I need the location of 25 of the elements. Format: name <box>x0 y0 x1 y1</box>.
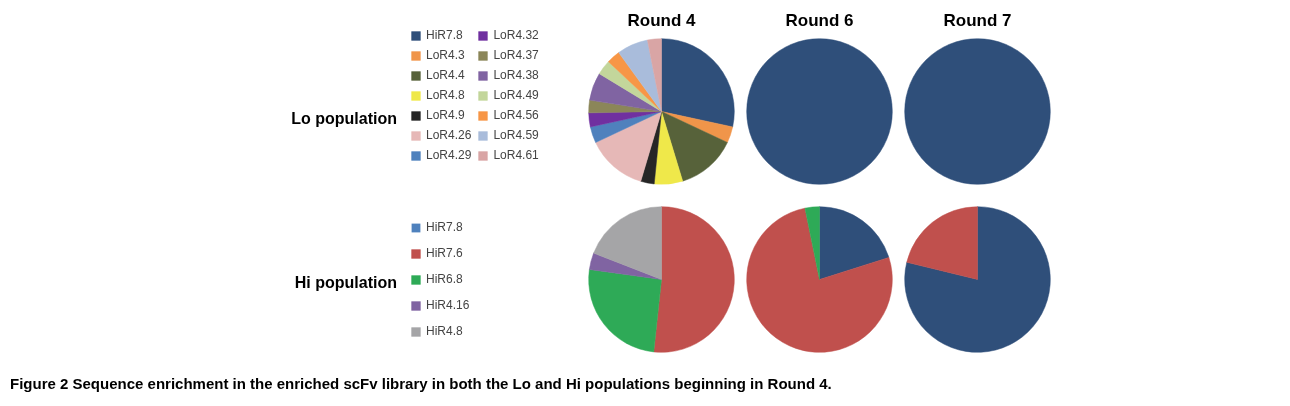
legend-label: LoR4.9 <box>426 108 465 122</box>
legend-label: HiR6.8 <box>426 272 463 286</box>
legend-label: LoR4.37 <box>493 48 539 62</box>
legend-label: LoR4.3 <box>426 48 465 62</box>
chart-title: Round 6 <box>785 10 854 30</box>
legend-label: LoR4.29 <box>426 148 472 162</box>
legend-label: LoR4.4 <box>426 68 465 82</box>
legend-label: HiR4.16 <box>426 298 470 312</box>
category-label: HiR7.8 <box>426 220 463 234</box>
text: Lo population <box>291 109 397 129</box>
legend-label: LoR4.59 <box>493 128 539 142</box>
legend-label: LoR4.38 <box>493 68 539 82</box>
legend-label: LoR4.56 <box>493 108 539 122</box>
text: Hi population <box>294 273 397 293</box>
legend-label: LoR4.26 <box>426 128 472 142</box>
caption: Figure 2 Sequence enrichment in the enriched scFv library in both the Lo and Hi populations beginning in Round 4. <box>10 374 832 394</box>
legend-label: HiR4.8 <box>426 324 463 338</box>
legend-label: LoR4.61 <box>493 148 539 162</box>
legend-label: HiR7.8 <box>426 28 463 42</box>
legend-label: HiR7.6 <box>426 246 463 260</box>
legend-label: LoR4.8 <box>426 88 465 102</box>
chart-title: Round 4 <box>627 10 697 30</box>
legend-label: LoR4.32 <box>493 28 539 42</box>
chart-title: Round 7 <box>943 10 1012 30</box>
legend-label: LoR4.49 <box>493 88 539 102</box>
